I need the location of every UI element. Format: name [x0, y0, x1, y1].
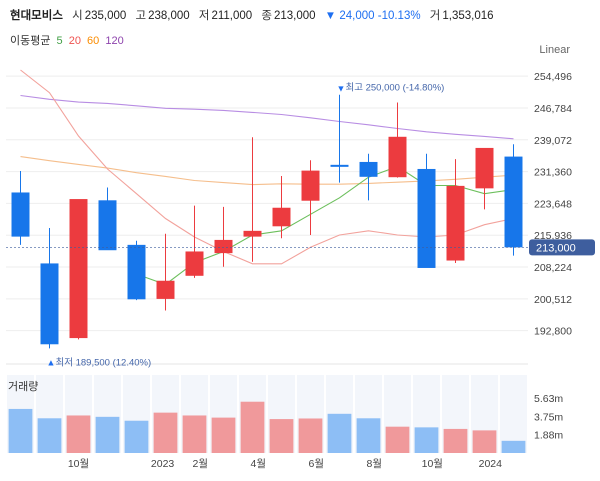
moving-average-legend[interactable]: 이동평균 5 20 60 120	[10, 32, 127, 48]
volume-tick-label: 3.75m	[534, 411, 563, 423]
volume-label: 거	[429, 10, 441, 22]
candle-body	[243, 230, 262, 237]
low-value: 211,000	[211, 10, 253, 22]
change-value: 24,000	[339, 10, 375, 22]
close-label: 종	[261, 10, 272, 22]
volume-bar	[443, 428, 468, 453]
stock-name: 현대모비스	[10, 10, 63, 22]
high-annotation: 최고 250,000 (-14.80%)	[346, 83, 445, 94]
x-tick-label: 6월	[309, 458, 325, 470]
change-percent: -10.13%	[377, 10, 421, 22]
ma120-line	[20, 94, 514, 140]
x-tick-label: 10월	[422, 458, 443, 470]
ma60-line	[20, 156, 514, 186]
moving-average-label: 이동평균	[10, 35, 51, 47]
volume-bar	[472, 430, 497, 453]
low-marker-icon: ▲	[47, 357, 56, 367]
y-tick-label: 200,512	[534, 294, 572, 306]
change-down-icon: ▼	[324, 10, 337, 22]
ma-60: 60	[87, 35, 100, 47]
candle-body	[214, 239, 233, 254]
annotations: ▼ 최고 250,000 (-14.80%) ▲ 최저 189,500 (12.40%…	[6, 83, 595, 368]
x-tick-label: 8월	[367, 458, 383, 470]
y-tick-label: 239,072	[534, 135, 572, 147]
x-tick-label: 2월	[193, 458, 209, 470]
grid	[6, 75, 528, 365]
y-tick-label: 223,648	[534, 198, 572, 210]
candles	[11, 94, 523, 349]
candle-body	[69, 199, 88, 339]
volume-bar	[124, 420, 149, 453]
candle-body	[185, 251, 204, 276]
x-tick-label: 4월	[251, 458, 267, 470]
candle-body	[127, 244, 146, 300]
candle-body	[272, 207, 291, 227]
y-tick-label: 208,224	[534, 262, 572, 274]
open-label: 시	[72, 10, 83, 22]
high-marker-icon: ▼	[337, 84, 346, 94]
y-tick-label: 246,784	[534, 103, 572, 115]
open-value: 235,000	[84, 10, 127, 22]
volume-bar	[356, 418, 381, 453]
moving-average-lines	[20, 69, 514, 286]
volume-bar	[95, 416, 120, 453]
ma-120: 120	[105, 35, 124, 47]
scale-toggle[interactable]: Linear	[539, 44, 570, 56]
candle-body	[359, 161, 378, 177]
high-label: 고	[135, 10, 147, 22]
x-tick-label: 2023	[151, 458, 175, 470]
volume-bar	[414, 427, 439, 453]
low-annotation: 최저 189,500 (12.40%)	[56, 357, 152, 368]
volume-bar	[501, 440, 526, 453]
high-value: 238,000	[148, 10, 190, 22]
volume-bar	[182, 415, 207, 453]
y-tick-label: 192,800	[534, 326, 572, 338]
volume-tick-label: 5.63m	[534, 393, 563, 405]
volume-bar	[37, 418, 62, 453]
volume-bar	[385, 426, 410, 453]
y-tick-label: 231,360	[534, 167, 572, 179]
candle-body	[417, 168, 436, 268]
volume-bar	[211, 417, 236, 453]
volume-tick-label: 1.88m	[534, 430, 563, 442]
volume-bar	[269, 419, 294, 453]
x-tick-label: 10월	[68, 458, 89, 470]
candle-body	[98, 200, 117, 251]
candle-body	[330, 164, 349, 167]
axes: 254,496 246,784 239,072 231,360 223,648 215,9…	[68, 71, 572, 470]
candle-body	[156, 280, 175, 299]
candle-body	[504, 156, 523, 248]
price-header: 현대모비스 시 235,000 고 238,000 저 211,000 종 213,00…	[10, 7, 500, 23]
volume-panel	[7, 375, 527, 453]
y-tick-label: 215,936	[534, 230, 572, 242]
candle-body	[40, 263, 59, 345]
candle-body	[446, 185, 465, 261]
volume-bar	[8, 408, 33, 453]
volume-bar	[153, 412, 178, 453]
volume-panel-label: 거래량	[8, 380, 38, 393]
last-price-badge	[529, 239, 595, 256]
close-value: 213,000	[273, 10, 316, 22]
volume-bar	[240, 401, 265, 453]
candle-body	[301, 170, 320, 201]
last-price-label: 213,000	[536, 242, 576, 254]
volume-column-bg	[500, 375, 527, 453]
ma-20: 20	[68, 35, 81, 47]
volume-value: 1,353,016	[442, 10, 494, 22]
candle-body	[388, 136, 407, 178]
ma-5: 5	[56, 35, 63, 47]
candle-body	[475, 147, 494, 189]
volume-bar	[66, 415, 91, 453]
y-tick-label: 254,496	[534, 71, 572, 83]
volume-bar	[327, 413, 352, 453]
volume-bar	[298, 418, 323, 453]
x-tick-label: 2024	[479, 458, 503, 470]
low-label: 저	[198, 10, 210, 22]
candle-body	[11, 192, 30, 237]
